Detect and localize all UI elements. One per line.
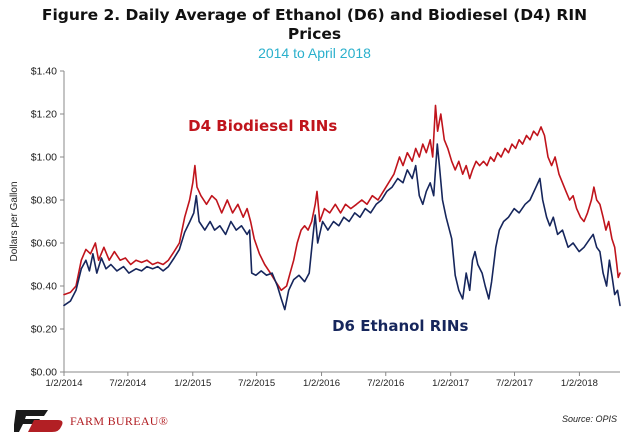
chart-title: Figure 2. Daily Average of Ethanol (D6) … (0, 6, 629, 44)
y-tick-label: $0.60 (31, 238, 57, 250)
chart-axes: $0.00 $0.20 $0.40 $0.60 $0.80 $1.00 $1.20 $1.40… (9, 66, 620, 389)
x-tick-label: 1/2/2016 (303, 378, 340, 389)
y-tick-label: $0.80 (31, 195, 57, 207)
series-line-d4-biodiesel-rins (63, 104, 621, 296)
series-line-d6-ethanol-rins (63, 143, 621, 311)
y-tick-label: $1.00 (31, 152, 57, 164)
y-tick-label: $1.40 (31, 66, 57, 78)
y-tick-label: $0.20 (31, 324, 57, 336)
x-tick-label: 7/2/2017 (496, 378, 533, 389)
x-tick-label: 1/2/2015 (174, 378, 211, 389)
y-tick-label: $0.40 (31, 281, 57, 293)
chart-title-line-2: Prices (287, 25, 342, 43)
x-tick-label: 1/2/2018 (561, 378, 598, 389)
x-tick-label: 1/2/2017 (432, 378, 469, 389)
farm-bureau-logo-text: FARM BUREAU® (70, 414, 169, 428)
x-tick-label: 7/2/2014 (109, 378, 146, 389)
x-tick-label: 1/2/2014 (46, 378, 83, 389)
farm-bureau-logo-icon (14, 410, 63, 432)
y-tick-label: $0.00 (31, 367, 57, 379)
series-annotation-label: D6 Ethanol RINs (332, 317, 468, 335)
x-tick-label: 7/2/2015 (238, 378, 275, 389)
y-tick-label: $1.20 (31, 109, 57, 121)
farm-bureau-logo: FARM BUREAU® (14, 408, 214, 434)
source-note: Source: OPIS (561, 414, 617, 424)
y-axis-label: Dollars per Gallon (9, 181, 20, 261)
series-annotation-label: D4 Biodiesel RINs (188, 117, 337, 135)
series-layer (63, 104, 621, 311)
x-tick-label: 7/2/2016 (367, 378, 404, 389)
chart-title-line-1: Figure 2. Daily Average of Ethanol (D6) … (41, 6, 588, 24)
annotation-layer: D4 Biodiesel RINs D6 Ethanol RINs (188, 117, 468, 335)
chart-subtitle: 2014 to April 2018 (258, 45, 371, 61)
